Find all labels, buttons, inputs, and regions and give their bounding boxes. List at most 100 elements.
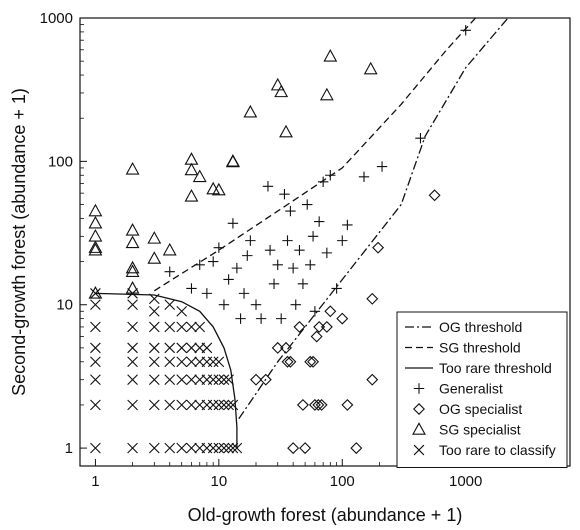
generalist-point — [213, 242, 225, 253]
og-specialist-point — [307, 355, 320, 368]
og-specialist-point — [366, 292, 379, 305]
generalist-point — [313, 216, 325, 227]
too-rare-to-classify-point — [231, 442, 243, 454]
too-rare-to-classify-point — [207, 399, 219, 411]
y-tick-label: 100 — [48, 153, 73, 170]
og-specialist-point — [281, 355, 294, 368]
too-rare-to-classify-point — [176, 356, 188, 368]
x-tick-label: 1000 — [449, 473, 482, 490]
og-specialist-point — [271, 341, 284, 354]
too-rare-to-classify-point — [176, 442, 188, 454]
legend-item-sg-specialist: SG specialist — [412, 422, 521, 438]
sg-specialist-point — [211, 182, 226, 196]
generalist-point — [242, 250, 253, 261]
legend-item-generalist: Generalist — [413, 381, 503, 397]
x-tick-label: 10 — [211, 473, 228, 490]
too-rare-to-classify-point — [186, 442, 197, 454]
sg-specialist-point — [125, 281, 140, 294]
generalist-point — [164, 266, 175, 277]
sg-specialist-point — [162, 242, 177, 256]
generalist-point — [245, 235, 256, 246]
sg-specialist-point — [184, 162, 199, 176]
too-rare-to-classify-point — [176, 399, 188, 411]
generalist-point — [255, 313, 267, 324]
too-rare-to-classify-point — [176, 374, 188, 386]
og-specialist-point — [280, 341, 292, 354]
too-rare-to-classify-point — [164, 321, 176, 333]
generalist-point — [285, 205, 296, 217]
too-rare-to-classify-point — [164, 399, 176, 411]
generalist-point — [279, 189, 290, 200]
sg-specialist-point — [279, 124, 293, 138]
sg-specialist-point — [184, 152, 199, 165]
sg-specialist-point — [88, 215, 103, 229]
too-rare-to-classify-point — [207, 356, 219, 368]
y-tick-label: 1000 — [40, 10, 73, 27]
sg-specialist-point — [125, 264, 140, 277]
legend-marker — [412, 422, 426, 435]
too-rare-to-classify-point — [148, 356, 160, 368]
x-axis-title: Old-growth forest (abundance + 1) — [188, 505, 463, 525]
legend-label: Too rare threshold — [439, 360, 552, 376]
generalist-point — [275, 313, 287, 324]
generalist-point — [262, 181, 274, 192]
too-rare-to-classify-point — [148, 342, 160, 354]
sg-specialist-point — [319, 87, 334, 101]
y-tick-label: 1 — [65, 440, 73, 457]
legend-marker — [413, 383, 425, 394]
generalist-point — [317, 176, 329, 188]
too-rare-to-classify-point — [164, 299, 176, 311]
too-rare-to-classify-point — [186, 374, 197, 386]
legend-label: Too rare to classify — [439, 442, 556, 458]
too-rare-to-classify-point — [186, 342, 197, 354]
too-rare-to-classify-point — [213, 399, 225, 411]
sg-specialist-point — [88, 286, 103, 299]
too-rare-to-classify-point — [218, 399, 230, 411]
legend-item-og-specialist: OG specialist — [413, 401, 522, 417]
legend-label: Generalist — [439, 381, 503, 397]
too-rare-to-classify-point — [127, 321, 138, 333]
generalist-point — [297, 278, 309, 289]
generalist-point — [376, 161, 388, 172]
too-rare-to-classify-point — [227, 399, 239, 411]
generalist-point — [238, 288, 250, 299]
axes: 1 10 100 1000 1 10 100 1000 — [40, 10, 571, 490]
generalist-point — [294, 245, 305, 256]
too-rare-to-classify-point — [164, 356, 176, 368]
og-specialist-point — [293, 320, 306, 333]
og-specialist-point — [299, 442, 312, 455]
too-rare-to-classify-point — [164, 442, 176, 454]
too-rare-to-classify-point — [213, 442, 225, 454]
generalist-point — [287, 262, 299, 274]
sg-specialist-point — [125, 235, 140, 249]
too-rare-to-classify-point — [90, 299, 101, 311]
too-rare-to-classify-point — [148, 305, 160, 317]
generalist-point — [272, 259, 283, 270]
too-rare-to-classify-point — [176, 342, 188, 354]
sg-specialist-point — [125, 260, 140, 274]
too-rare-to-classify-point — [223, 399, 234, 411]
too-rare-to-classify-point — [90, 442, 101, 454]
too-rare-to-classify-point — [90, 288, 101, 299]
legend-label: OG specialist — [439, 401, 522, 417]
sg-specialist-point — [323, 49, 338, 62]
og-specialist-point — [250, 373, 262, 386]
og-specialist-series — [250, 189, 441, 455]
generalist-point — [342, 219, 353, 231]
too-rare-to-classify-point — [127, 356, 138, 368]
too-rare-to-classify-point — [186, 399, 197, 411]
og-specialist-point — [350, 442, 363, 455]
too-rare-to-classify-point — [176, 321, 188, 333]
too-rare-to-classify-point — [213, 356, 225, 368]
sg-threshold-line — [153, 17, 476, 292]
too-rare-to-classify-point — [90, 321, 101, 333]
og-specialist-point — [296, 398, 309, 411]
generalist-series — [164, 25, 471, 324]
sg-specialist-point — [88, 240, 103, 253]
too-rare-to-classify-point — [164, 342, 176, 354]
sg-specialist-point — [270, 77, 285, 91]
too-rare-to-classify-point — [194, 321, 206, 333]
too-rare-to-classify-point — [148, 374, 160, 386]
